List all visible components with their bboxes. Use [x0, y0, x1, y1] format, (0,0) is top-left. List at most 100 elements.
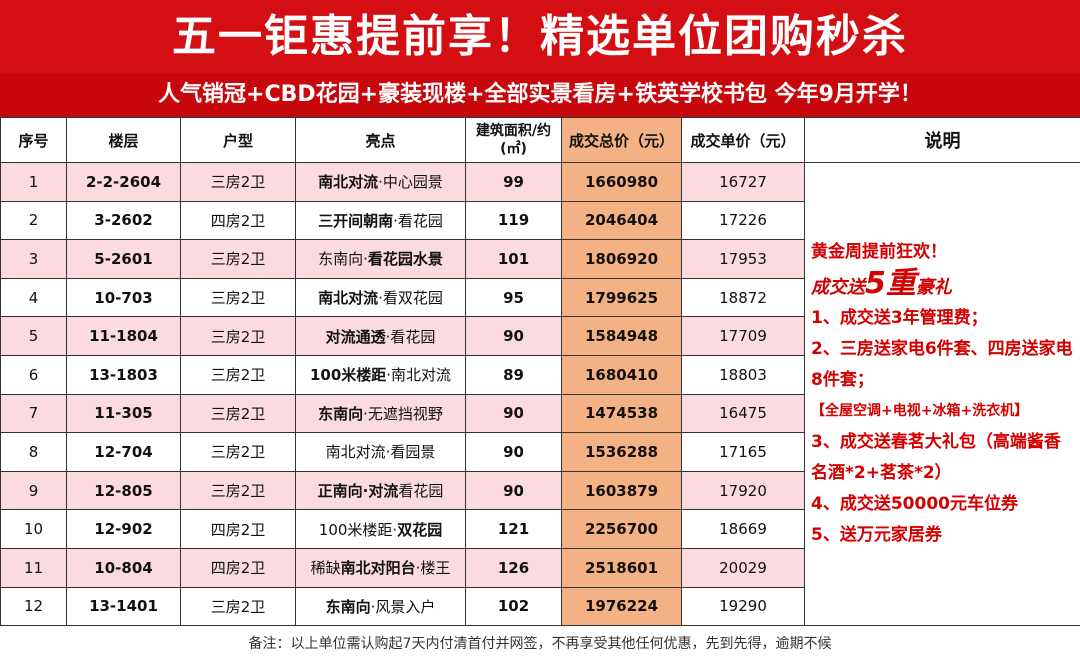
cell-floor: 3-2602 — [66, 200, 181, 241]
cell-total-price: 1976224 — [561, 586, 682, 627]
cell-unit-price: 19290 — [681, 586, 805, 627]
table-row: 3 5-2601 三房2卫 东南向·看花园水景 101 1806920 17953 — [0, 239, 1080, 279]
cell-highlight: 100米楼距·双花园 — [295, 509, 466, 549]
highlight-bold: 100米楼距 — [309, 366, 387, 385]
highlight-bold: 南北对阳台 — [340, 559, 416, 578]
cell-no: 7 — [0, 393, 67, 434]
table-row: 7 11-305 三房2卫 东南向·无遮挡视野 90 1474538 16475 — [0, 393, 1080, 434]
cell-type: 三房2卫 — [180, 354, 296, 395]
promo-title: 五一钜惠提前享！精选单位团购秒杀 — [0, 0, 1080, 73]
cell-highlight: 100米楼距·南北对流 — [295, 354, 466, 395]
highlight-rest: ·风景入户 — [370, 597, 436, 616]
highlight-bold: 三开间朝南 — [318, 211, 394, 230]
cell-highlight: 南北对流·中心园景 — [295, 162, 466, 202]
cell-total-price: 1536288 — [561, 432, 682, 472]
table-row: 12 13-1401 三房2卫 东南向·风景入户 102 1976224 19290 — [0, 586, 1080, 627]
units-table: 序号 楼层 户型 亮点 建筑面积/约 (㎡) 成交总价（元） 成交单价（元） 说… — [0, 117, 1080, 627]
cell-total-price: 2256700 — [561, 509, 682, 549]
cell-total-price: 1806920 — [561, 239, 682, 279]
cell-unit-price: 18669 — [681, 509, 805, 549]
cell-no: 11 — [0, 547, 67, 588]
col-header-area-line1: 建筑面积/约 — [475, 123, 552, 139]
cell-area: 90 — [465, 393, 562, 434]
cell-highlight: 南北对流·看双花园 — [295, 277, 466, 318]
cell-total-price: 1660980 — [561, 162, 682, 202]
highlight-pre: 稀缺 — [310, 559, 341, 578]
notes-item: 4、成交送50000元车位券 — [811, 494, 1018, 515]
table-row: 2 3-2602 四房2卫 三开间朝南·看花园 119 2046404 17226 — [0, 200, 1080, 241]
cell-floor: 12-902 — [66, 509, 181, 549]
cell-total-price: 1584948 — [561, 316, 682, 356]
cell-total-price: 1799625 — [561, 277, 682, 318]
cell-unit-price: 16727 — [681, 162, 805, 202]
cell-no: 8 — [0, 432, 67, 472]
table-row: 11 10-804 四房2卫 稀缺南北对阳台·楼王 126 2518601 20029 — [0, 547, 1080, 588]
highlight-bold: 对流通透 — [325, 327, 386, 346]
table-row: 1 2-2-2604 三房2卫 南北对流·中心园景 99 1660980 16727 黄金周提… — [0, 161, 1080, 627]
highlight-bold: 双花园 — [397, 520, 443, 539]
table-row: 6 13-1803 三房2卫 100米楼距·南北对流 89 1680410 18803 — [0, 354, 1080, 395]
cell-floor: 13-1401 — [66, 586, 181, 627]
cell-highlight: 三开间朝南·看花园 — [295, 200, 466, 241]
highlight-rest: ·中心园景 — [378, 173, 443, 192]
cell-area: 90 — [465, 470, 562, 511]
cell-highlight: 南北对流·看园景 — [295, 432, 466, 472]
cell-total-price: 1474538 — [561, 393, 682, 434]
cell-type: 三房2卫 — [180, 239, 296, 279]
notes-item: 1、成交送3年管理费； — [811, 308, 988, 329]
cell-area: 101 — [465, 239, 562, 279]
cell-area: 99 — [465, 162, 562, 202]
highlight-bold: 东南向 — [318, 404, 364, 423]
cell-total-price: 2046404 — [561, 200, 682, 241]
cell-no: 1 — [0, 162, 67, 202]
notes-item: 5、送万元家居券 — [811, 525, 942, 546]
cell-floor: 12-805 — [66, 470, 181, 511]
cell-area: 121 — [465, 509, 562, 549]
cell-unit-price: 17226 — [681, 200, 805, 241]
col-header-floor: 楼层 — [66, 117, 181, 163]
notes-headline: 黄金周提前狂欢！ — [811, 242, 947, 263]
cell-floor: 10-804 — [66, 547, 181, 588]
promo-notes: 黄金周提前狂欢！ 成交送5重豪礼 1、成交送3年管理费； 2、三房送家电6件套、四房送… — [811, 237, 1074, 551]
highlight-pre: 东南向· — [318, 250, 368, 269]
cell-type: 三房2卫 — [180, 393, 296, 434]
cell-unit-price: 16475 — [681, 393, 805, 434]
highlight-rest: ·无遮挡视野 — [363, 404, 443, 423]
cell-type: 三房2卫 — [180, 277, 296, 318]
highlight-rest: ·楼王 — [415, 559, 451, 578]
highlight-bold: 南北对流 — [318, 173, 379, 192]
highlight-rest: ·南北对流 — [386, 366, 452, 385]
cell-no: 5 — [0, 316, 67, 356]
col-header-area-line2: (㎡) — [500, 141, 527, 157]
col-header-area: 建筑面积/约 (㎡) — [465, 117, 562, 163]
col-header-total: 成交总价（元） — [561, 117, 682, 163]
cell-floor: 13-1803 — [66, 354, 181, 395]
cell-area: 89 — [465, 354, 562, 395]
cell-total-price: 1603879 — [561, 470, 682, 511]
gift-pre: 成交送 — [811, 277, 865, 299]
cell-unit-price: 17165 — [681, 432, 805, 472]
table-row: 5 11-1804 三房2卫 对流通透·看花园 90 1584948 17709 — [0, 316, 1080, 356]
cell-floor: 12-704 — [66, 432, 181, 472]
cell-no: 9 — [0, 470, 67, 511]
cell-floor: 10-703 — [66, 277, 181, 318]
cell-area: 90 — [465, 316, 562, 356]
cell-highlight: 正南向·对流看花园 — [295, 470, 466, 511]
cell-highlight: 对流通透·看花园 — [295, 316, 466, 356]
highlight-pre: 100米楼距· — [318, 520, 398, 539]
notes-cell: 黄金周提前狂欢！ 成交送5重豪礼 1、成交送3年管理费； 2、三房送家电6件套、四房送… — [804, 161, 1080, 627]
cell-area: 95 — [465, 277, 562, 318]
cell-unit-price: 18803 — [681, 354, 805, 395]
cell-area: 126 — [465, 547, 562, 588]
highlight-bold: 看花园水景 — [367, 250, 443, 269]
cell-no: 2 — [0, 200, 67, 241]
cell-unit-price: 18872 — [681, 277, 805, 318]
table-row: 10 12-902 四房2卫 100米楼距·双花园 121 2256700 18669 — [0, 509, 1080, 549]
cell-highlight: 东南向·风景入户 — [295, 586, 466, 627]
cell-no: 4 — [0, 277, 67, 318]
cell-unit-price: 17709 — [681, 316, 805, 356]
notes-item: 【全屋空调+电视+冰箱+洗衣机】 — [811, 403, 1029, 420]
gift-big: 5重 — [865, 266, 916, 302]
col-header-notes: 说明 — [804, 117, 1080, 163]
highlight-rest: ·看花园 — [393, 211, 443, 230]
